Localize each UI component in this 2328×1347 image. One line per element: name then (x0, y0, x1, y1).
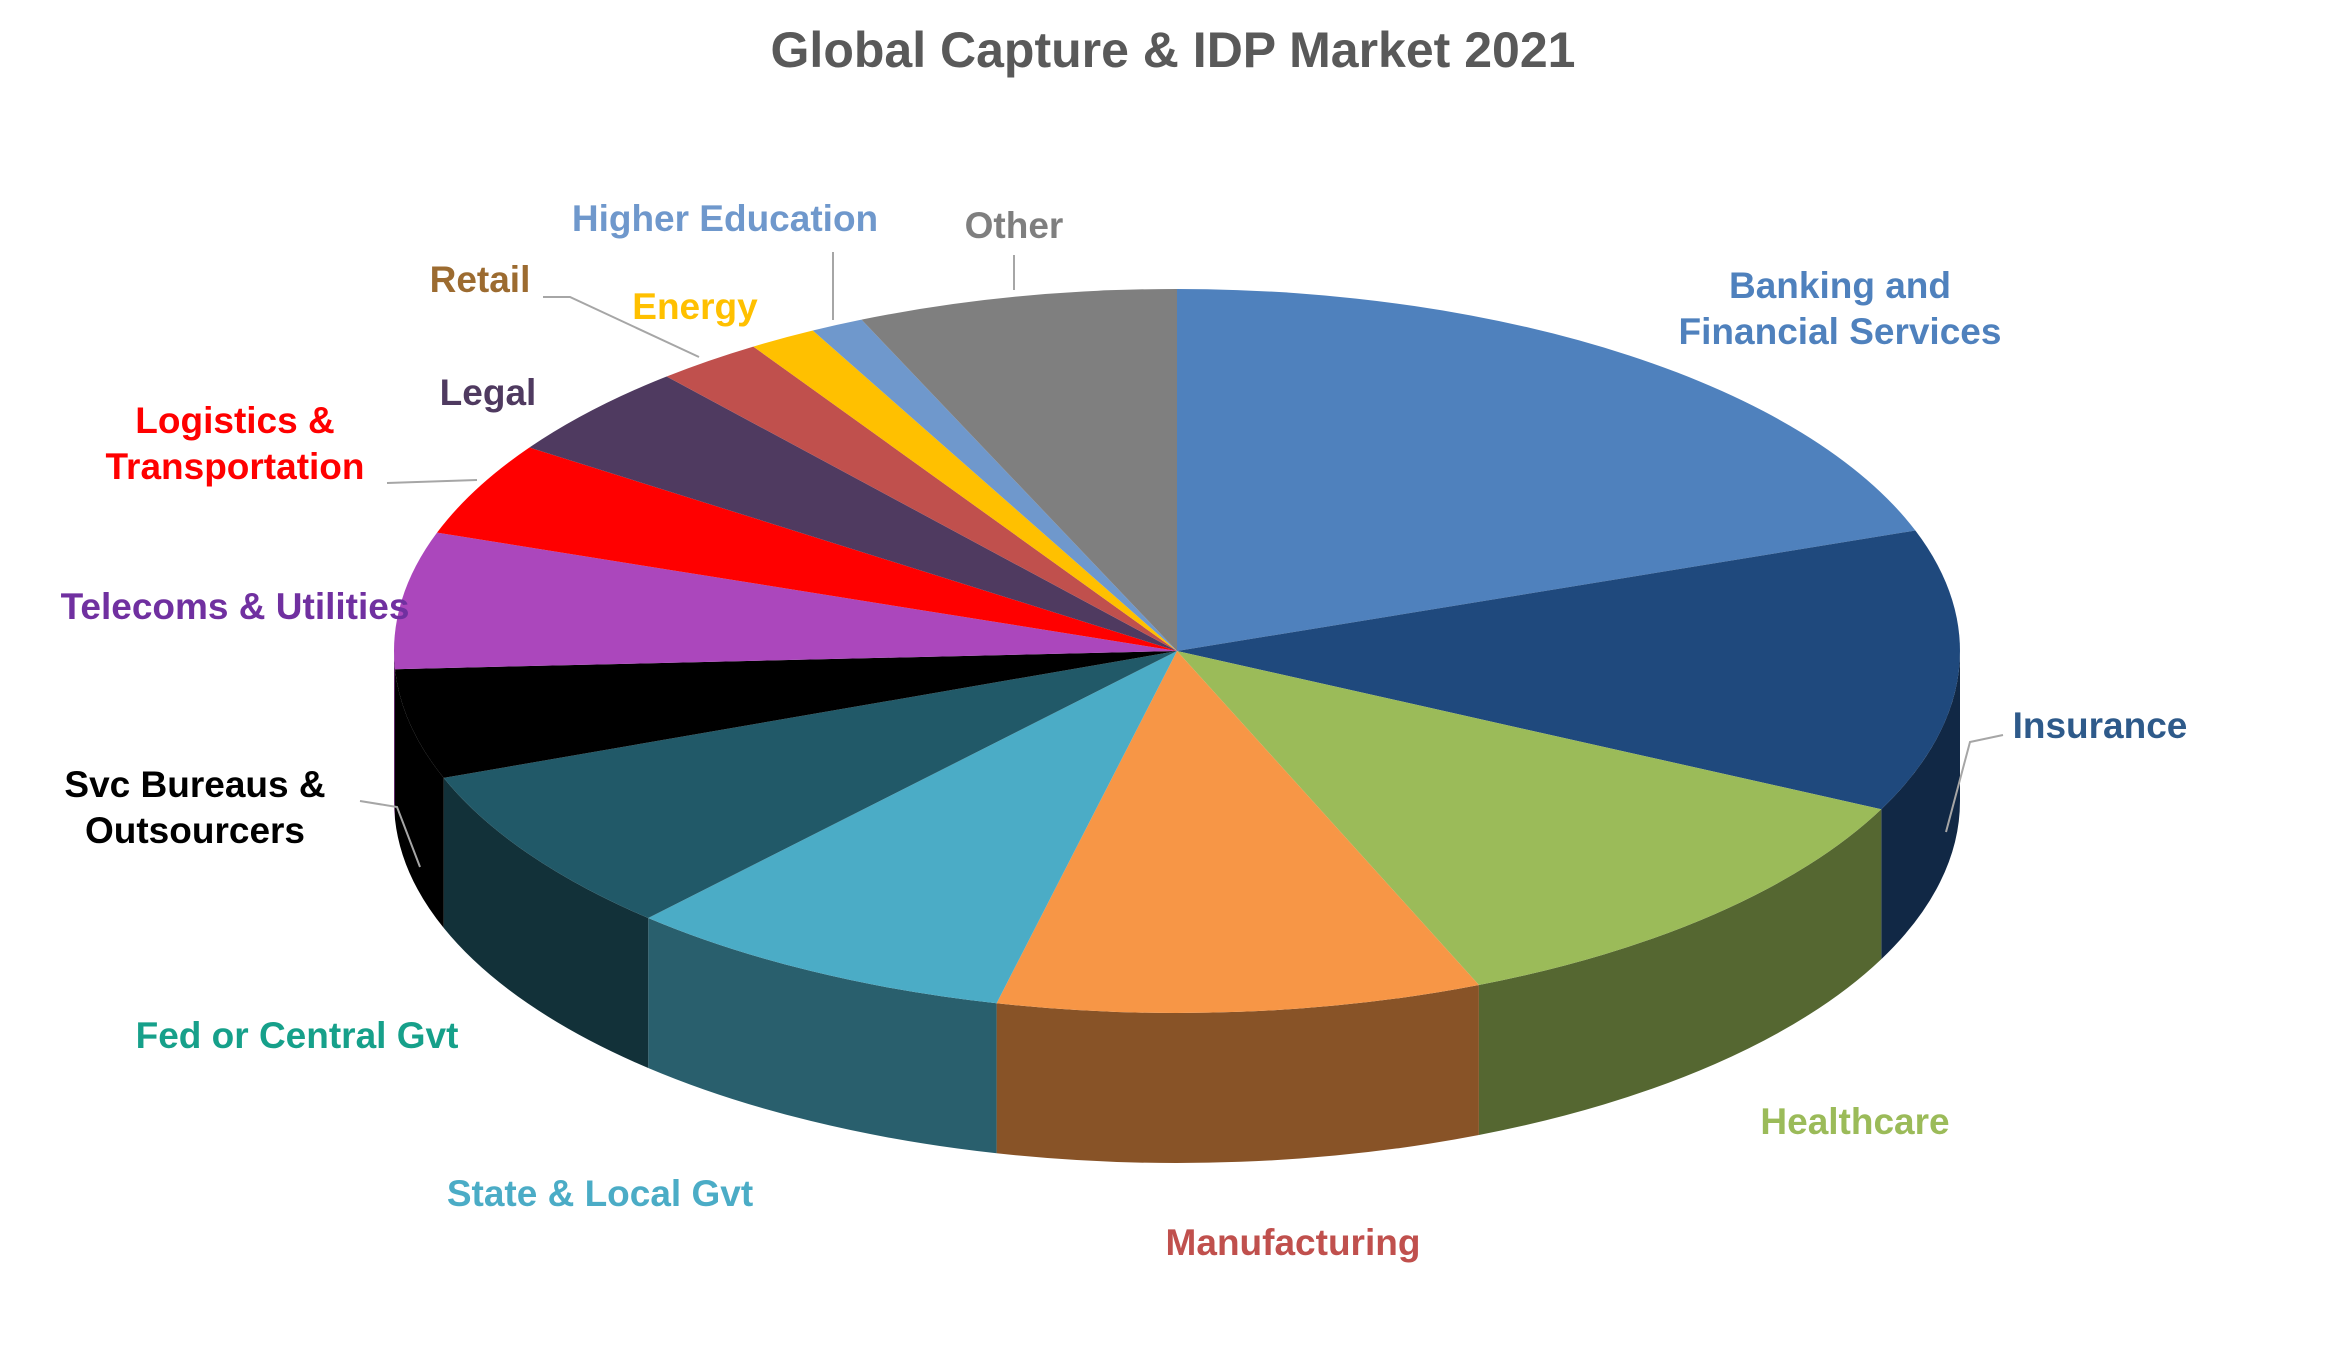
slice (437, 447, 1177, 651)
slice-side (1478, 809, 1882, 1136)
slice (529, 376, 1177, 651)
slice-side (1881, 651, 1960, 960)
slice (443, 651, 1178, 918)
slice-label: Telecoms & Utilities (61, 586, 410, 627)
slice-label: Healthcare (1760, 1101, 1949, 1142)
leader-line (1945, 734, 2004, 833)
slice (1177, 530, 1960, 810)
slice-side (394, 651, 395, 820)
slice (996, 651, 1479, 1014)
slice-label: Banking and Financial Services (1679, 265, 2002, 352)
slice-side (996, 985, 1479, 1163)
slice-side (443, 777, 649, 1068)
slice-label: Retail (430, 259, 531, 300)
slice (1177, 651, 1882, 986)
slice (753, 330, 1177, 651)
slice-label: Other (965, 205, 1064, 246)
slice (393, 532, 1177, 670)
leader-line (359, 800, 421, 868)
slice-label: Legal (440, 372, 537, 413)
slice (648, 651, 1177, 1004)
slice-label: Insurance (2013, 705, 2188, 746)
slice-label: Svc Bureaus & Outsourcers (64, 764, 325, 851)
slice (1177, 289, 1916, 651)
slice-label: Manufacturing (1166, 1222, 1421, 1263)
slice (394, 651, 1177, 778)
slice-label: State & Local Gvt (447, 1173, 753, 1214)
slice-label: Fed or Central Gvt (136, 1015, 459, 1056)
slice (666, 346, 1177, 651)
slice-side (648, 917, 997, 1154)
slice-side (394, 669, 444, 928)
slice-label: Higher Education (572, 198, 878, 239)
leader-line (386, 479, 478, 484)
slice-label: Energy (632, 286, 758, 327)
slice-label: Logistics & Transportation (105, 400, 364, 487)
slice (812, 319, 1177, 651)
chart-title: Global Capture & IDP Market 2021 (771, 22, 1576, 78)
slice (861, 289, 1177, 651)
leader-line (543, 296, 700, 358)
